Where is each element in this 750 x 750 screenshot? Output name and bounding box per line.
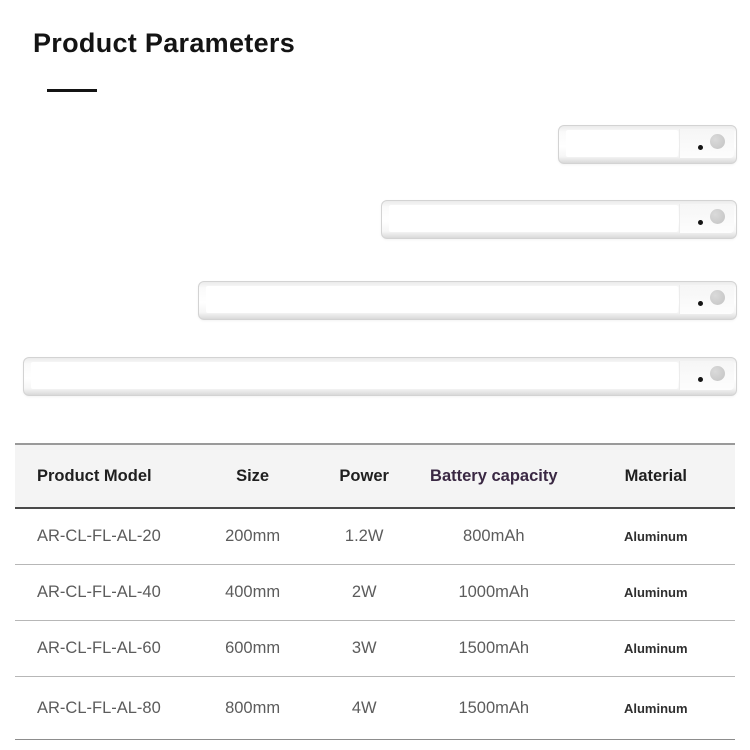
cell-size: 800mm: [225, 698, 281, 717]
cell-model: AR-CL-FL-AL-40: [37, 583, 161, 601]
cell-battery: 1500mAh: [458, 639, 530, 657]
sensor-panel: [679, 285, 734, 314]
indicator-led-icon: [698, 144, 703, 150]
motion-sensor-icon: [710, 208, 725, 224]
light-bar-image-longest: [23, 357, 737, 396]
cell-battery: 1500mAh: [458, 698, 530, 717]
cell-model: AR-CL-FL-AL-60: [37, 639, 161, 657]
light-diffuser: [206, 286, 678, 313]
sensor-panel: [679, 129, 734, 158]
column-header-battery: Battery capacity: [430, 466, 558, 485]
light-bar-image-long: [198, 281, 737, 320]
cell-power: 4W: [351, 698, 377, 717]
page-title: Product Parameters: [33, 28, 296, 58]
title-underline: [47, 89, 97, 92]
motion-sensor-icon: [710, 365, 725, 381]
column-header-model: Product Model: [37, 466, 152, 485]
cell-battery: 800mAh: [463, 527, 525, 545]
column-header-power: Power: [339, 466, 389, 485]
cell-battery: 1000mAh: [458, 583, 530, 601]
cell-material: Aluminum: [623, 641, 688, 656]
cell-model: AR-CL-FL-AL-20: [37, 527, 161, 545]
sensor-panel: [679, 361, 734, 390]
motion-sensor-icon: [710, 289, 725, 305]
column-header-size: Size: [236, 466, 270, 485]
sensor-panel: [679, 204, 734, 233]
table-header-row: Product Model Size Power Battery capacity Ma…: [15, 445, 735, 509]
cell-material: Aluminum: [623, 700, 688, 716]
table-body: AR-CL-FL-AL-20 200mm 1.2W 800mAh Aluminum AR-…: [15, 509, 735, 740]
cell-power: 3W: [351, 639, 377, 657]
table-row: AR-CL-FL-AL-20 200mm 1.2W 800mAh Aluminum: [15, 509, 735, 565]
light-bar-image-medium: [381, 200, 737, 239]
cell-size: 400mm: [225, 583, 281, 601]
indicator-led-icon: [698, 376, 703, 382]
spec-table: Product Model Size Power Battery capacity Ma…: [15, 443, 735, 740]
table-row: AR-CL-FL-AL-40 400mm 2W 1000mAh Aluminum: [15, 565, 735, 621]
motion-sensor-icon: [710, 133, 725, 149]
cell-power: 1.2W: [344, 527, 384, 545]
cell-size: 200mm: [225, 527, 281, 545]
indicator-led-icon: [698, 300, 703, 306]
indicator-led-icon: [698, 219, 703, 225]
column-header-material: Material: [624, 466, 687, 485]
light-diffuser: [31, 362, 678, 389]
light-diffuser: [389, 205, 678, 232]
table-row: AR-CL-FL-AL-60 600mm 3W 1500mAh Aluminum: [15, 621, 735, 677]
cell-power: 2W: [351, 583, 377, 601]
light-bar-image-short: [558, 125, 737, 164]
light-diffuser: [566, 130, 678, 157]
cell-size: 600mm: [225, 639, 281, 657]
cell-material: Aluminum: [623, 585, 688, 600]
cell-model: AR-CL-FL-AL-80: [37, 698, 161, 717]
cell-material: Aluminum: [623, 529, 688, 544]
table-row: AR-CL-FL-AL-80 800mm 4W 1500mAh Aluminum: [15, 677, 735, 740]
